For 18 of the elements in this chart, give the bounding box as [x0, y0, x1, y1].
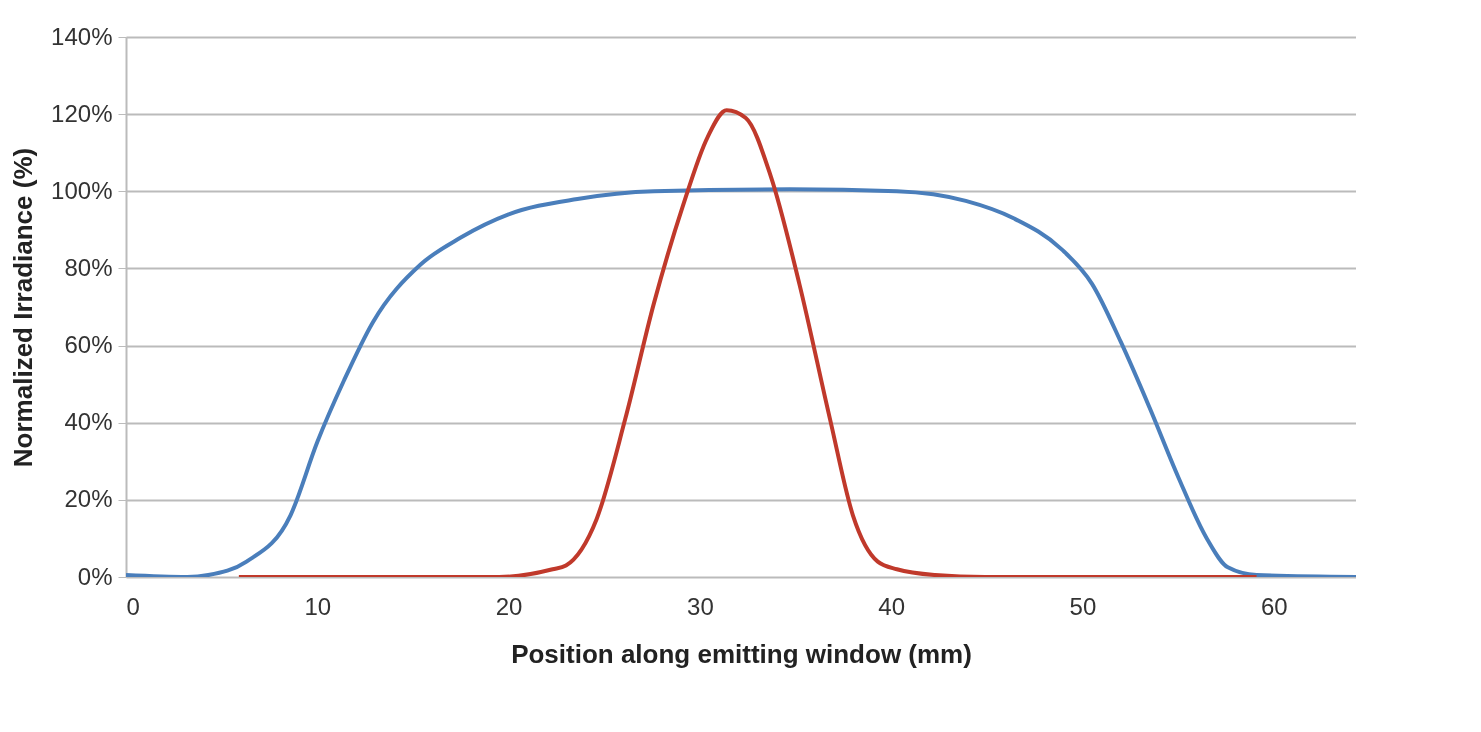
- y-tick-label: 20%: [64, 485, 113, 513]
- x-tick-label: 10: [304, 592, 332, 620]
- y-tick-label: 80%: [64, 253, 113, 281]
- y-tick-label: 120%: [51, 99, 113, 127]
- x-axis-title: Position along emitting window (mm): [511, 638, 972, 669]
- x-tick-label: 50: [1069, 592, 1097, 620]
- x-tick-label: 20: [495, 592, 523, 620]
- y-tick-label: 100%: [51, 176, 113, 204]
- y-tick-label: 0%: [77, 562, 113, 590]
- y-tick-label: 60%: [64, 331, 113, 359]
- y-tick-label: 40%: [64, 408, 113, 436]
- x-tick-label: 30: [687, 592, 714, 620]
- x-tick-label: 40: [878, 592, 906, 620]
- y-tick-label: 140%: [51, 22, 113, 50]
- x-tick-label: 60: [1260, 592, 1288, 620]
- x-tick-label: 0: [126, 592, 140, 620]
- y-axis-title: Normalized Irradiance (%): [8, 147, 39, 468]
- line-series: [236, 108, 1259, 577]
